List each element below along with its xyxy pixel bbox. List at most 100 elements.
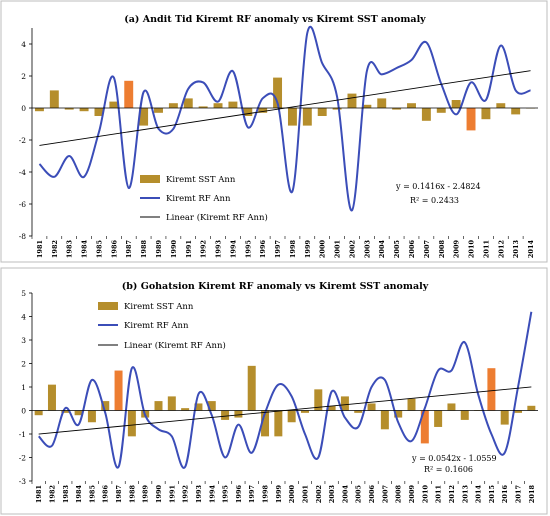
- legend-label-trend: Linear (Kiremt RF Ann): [124, 340, 226, 351]
- y-tick-label: -2: [19, 136, 27, 145]
- sst-bar: [94, 108, 104, 116]
- y-tick-label: -2: [19, 454, 27, 463]
- x-tick-label: 2015: [488, 485, 496, 504]
- sst-bar: [34, 108, 44, 112]
- sst-bar: [392, 108, 402, 110]
- x-tick-label: 1994: [208, 485, 216, 504]
- sst-bar: [436, 108, 446, 113]
- x-tick-label: 2000: [319, 240, 327, 259]
- y-tick-label: 2: [21, 72, 26, 81]
- sst-bar: [234, 410, 243, 418]
- y-tick-label: 0: [21, 407, 26, 416]
- x-tick-label: 2008: [438, 240, 446, 259]
- x-tick-label: 2002: [348, 240, 356, 258]
- sst-bar: [114, 370, 123, 411]
- sst-bar: [447, 403, 456, 411]
- sst-bar: [127, 410, 136, 437]
- sst-bar: [407, 398, 416, 411]
- x-tick-label: 2006: [368, 485, 376, 504]
- x-tick-label: 1993: [195, 485, 203, 504]
- legend-swatch-sst: [98, 302, 118, 310]
- x-tick-label: 2011: [435, 485, 443, 503]
- x-tick-label: 1992: [182, 485, 190, 503]
- sst-bar: [198, 106, 208, 108]
- x-tick-label: 2018: [528, 485, 536, 504]
- sst-bar: [109, 101, 119, 108]
- x-tick-label: 2007: [423, 240, 431, 258]
- x-tick-label: 1994: [229, 240, 237, 259]
- y-tick-label: -4: [19, 168, 27, 177]
- sst-bar: [64, 108, 74, 110]
- x-tick-label: 1984: [81, 240, 89, 259]
- sst-bar: [221, 410, 230, 420]
- x-tick-label: 1985: [95, 240, 103, 259]
- x-tick-label: 1983: [62, 485, 70, 504]
- sst-bar: [300, 410, 309, 413]
- sst-bar: [167, 396, 176, 411]
- x-tick-label: 1989: [155, 240, 163, 259]
- x-tick-label: 1996: [259, 240, 267, 259]
- sst-bar: [74, 410, 83, 416]
- sst-bar: [327, 405, 336, 411]
- x-tick-label: 1999: [304, 240, 312, 259]
- chart-b-legend: Kiremt SST Ann Kiremt RF Ann Linear (Kir…: [98, 302, 226, 351]
- sst-bar: [207, 401, 216, 411]
- x-tick-label: 2013: [512, 240, 520, 259]
- sst-bar: [362, 104, 372, 108]
- chart-a-legend: Kiremt SST Ann Kiremt RF Ann Linear (Kir…: [140, 175, 268, 223]
- x-tick-label: 1990: [155, 485, 163, 504]
- x-tick-label: 2005: [393, 240, 401, 259]
- x-tick-label: 2014: [527, 240, 535, 259]
- x-tick-label: 2000: [288, 485, 296, 504]
- x-tick-label: 2008: [395, 485, 403, 504]
- x-tick-label: 1998: [289, 240, 297, 259]
- x-tick-label: 2016: [501, 485, 509, 504]
- x-tick-label: 2017: [515, 485, 523, 503]
- x-tick-label: 1982: [51, 240, 59, 258]
- x-tick-label: 2001: [301, 485, 309, 503]
- y-tick-label: 0: [21, 104, 26, 113]
- sst-bar: [347, 93, 357, 108]
- y-tick-label: 3: [21, 336, 26, 345]
- x-tick-label: 1988: [128, 485, 136, 504]
- x-tick-label: 1985: [88, 485, 96, 504]
- y-tick-label: -6: [19, 200, 27, 209]
- legend-label-trend: Linear (Kiremt RF Ann): [166, 212, 268, 223]
- chart-a-frame: [0, 0, 548, 263]
- sst-bar: [258, 108, 268, 113]
- x-tick-label: 2007: [381, 485, 389, 503]
- sst-bar: [101, 401, 110, 411]
- sst-bar: [87, 410, 96, 423]
- x-tick-label: 2012: [497, 240, 505, 258]
- y-tick-label: 2: [21, 360, 26, 369]
- x-tick-label: 1995: [244, 240, 252, 259]
- chart-a-title: (a) Andit Tid Kiremt RF anomaly vs Kirem…: [124, 14, 426, 25]
- sst-bar: [49, 90, 59, 108]
- x-tick-label: 1997: [274, 240, 282, 258]
- x-tick-label: 1990: [170, 240, 178, 259]
- sst-bar: [183, 98, 193, 108]
- sst-bar: [194, 403, 203, 411]
- chart-b-equation: y = 0.0542x - 1.0559: [411, 454, 497, 463]
- x-tick-label: 2004: [378, 240, 386, 259]
- y-tick-label: 5: [21, 289, 26, 298]
- sst-bar: [354, 410, 363, 413]
- sst-bar: [273, 77, 283, 108]
- x-tick-label: 2002: [315, 485, 323, 503]
- sst-bar: [228, 101, 238, 108]
- sst-bar: [168, 103, 178, 108]
- sst-bar: [511, 108, 521, 115]
- x-tick-label: 2005: [355, 485, 363, 504]
- x-tick-label: 2010: [421, 485, 429, 504]
- sst-bar: [466, 108, 476, 131]
- x-tick-label: 1981: [36, 240, 44, 258]
- sst-bar: [274, 410, 283, 437]
- x-tick-label: 1992: [200, 240, 208, 258]
- x-tick-label: 1997: [248, 485, 256, 503]
- x-tick-label: 1983: [66, 240, 74, 259]
- x-tick-label: 1993: [215, 240, 223, 259]
- chart-a-equation: y = 0.1416x - 2.4824: [395, 182, 481, 191]
- sst-bar: [213, 103, 223, 108]
- x-tick-label: 1987: [125, 240, 133, 258]
- legend-label-rf: Kiremt RF Ann: [124, 321, 189, 331]
